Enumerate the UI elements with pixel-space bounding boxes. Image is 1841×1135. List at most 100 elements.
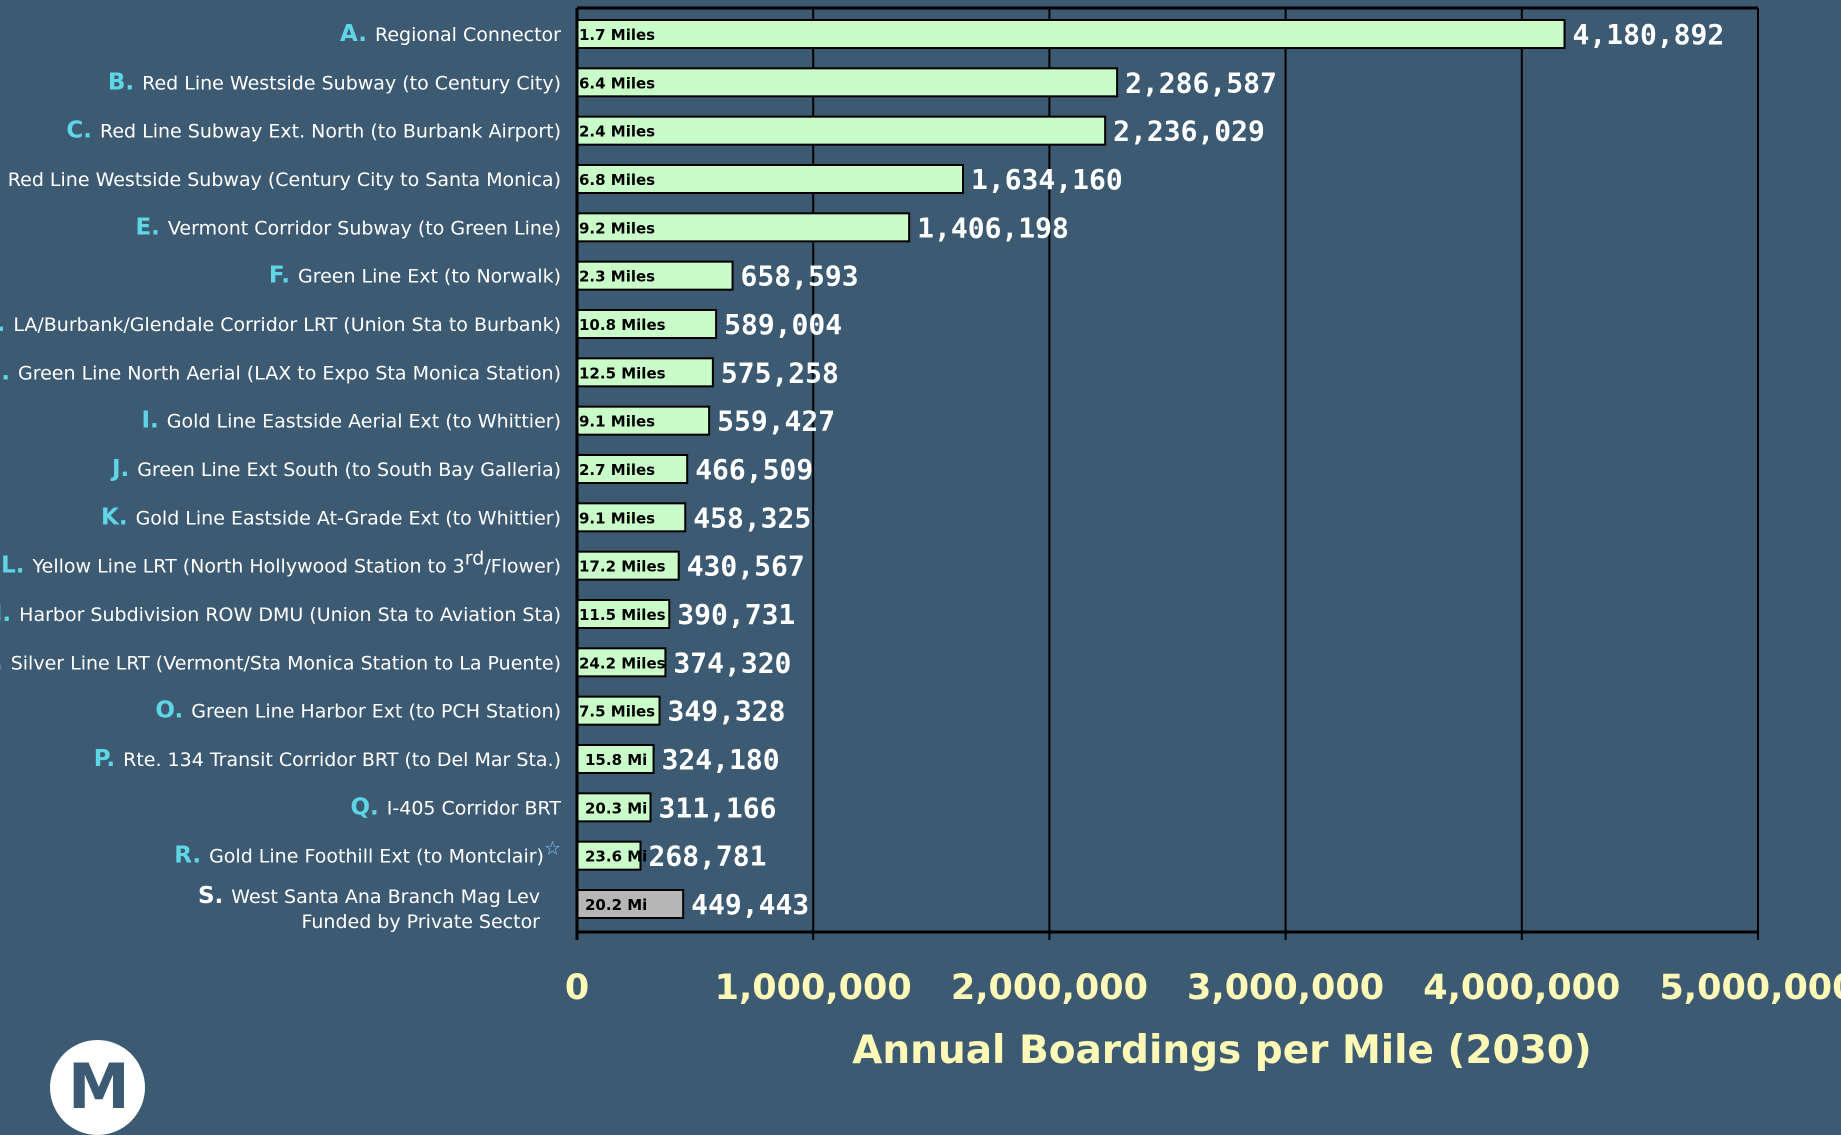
category-letter: P. <box>94 746 123 772</box>
bar-value-label: 4,180,892 <box>1573 18 1725 51</box>
bar <box>576 647 667 678</box>
category-label: M. Harbor Subdivision ROW DMU (Union Sta… <box>0 601 561 627</box>
bar <box>576 840 642 871</box>
x-tick-label: 1,000,000 <box>715 968 912 1008</box>
bar-value-label: 268,781 <box>648 840 766 873</box>
bar <box>576 115 1107 146</box>
bar-value-label: 449,443 <box>691 888 809 921</box>
bar <box>576 550 680 581</box>
bar-value-label: 466,509 <box>695 453 813 486</box>
category-labels: A. Regional Connector B. Red Line Westsid… <box>0 21 561 933</box>
bar <box>576 164 964 194</box>
bar <box>576 19 1566 49</box>
logo-letter: M <box>68 1050 130 1123</box>
x-tick-label: 5,000,000 <box>1659 968 1841 1008</box>
category-name-rest: /Flower) <box>484 556 561 578</box>
bar-value-label: 559,427 <box>717 405 835 438</box>
category-name: West Santa Ana Branch Mag Lev <box>231 886 540 908</box>
bar-value-label: 324,180 <box>662 743 780 776</box>
category-label: F. Green Line Ext (to Norwalk) <box>269 263 561 289</box>
category-name: Gold Line Foothill Ext (to Montclair) <box>209 846 544 868</box>
bar-length-label: 15.8 Mi <box>585 751 647 769</box>
bar-length-label: 2.7 Miles <box>579 461 655 479</box>
category-label: A. Regional Connector <box>340 21 561 47</box>
category-letter: R. <box>174 843 209 869</box>
category-label: K. Gold Line Eastside At-Grade Ext (to W… <box>101 504 561 530</box>
bar-length-label: 2.3 Miles <box>579 268 655 286</box>
category-letter: J. <box>110 456 137 482</box>
category-label: G. LA/Burbank/Glendale Corridor LRT (Uni… <box>0 311 561 337</box>
category-label: I. Gold Line Eastside Aerial Ext (to Whi… <box>141 408 561 434</box>
bar-value-label: 430,567 <box>687 550 805 583</box>
x-tick-label: 2,000,000 <box>951 968 1148 1008</box>
bar-value-label: 2,236,029 <box>1113 115 1265 148</box>
category-name: Green Line Harbor Ext (to PCH Station) <box>191 701 561 723</box>
bar <box>576 67 1119 98</box>
bars: 1.7 Miles 4,180,892 6.4 Miles 2,286,587 2.4 … <box>576 18 1725 921</box>
category-name: LA/Burbank/Glendale Corridor LRT (Union … <box>13 314 561 336</box>
x-tick-label: 3,000,000 <box>1187 968 1384 1008</box>
category-label: Q. I-405 Corridor BRT <box>350 794 561 820</box>
category-name: Vermont Corridor Subway (to Green Line) <box>168 217 561 239</box>
category-name: Regional Connector <box>375 24 561 46</box>
category-label: N. Silver Line LRT (Vermont/Sta Monica S… <box>0 649 561 675</box>
category-letter: G. <box>0 311 13 337</box>
bar-value-label: 1,634,160 <box>971 163 1123 196</box>
category-label: B. Red Line Westside Subway (to Century … <box>108 69 561 95</box>
bar-length-label: 20.2 Mi <box>585 896 647 914</box>
bar-length-label: 10.8 Miles <box>579 316 666 334</box>
category-letter: K. <box>101 504 136 530</box>
category-letter: I. <box>141 408 166 434</box>
category-letter: B. <box>108 69 142 95</box>
category-name: Red Line Subway Ext. North (to Burbank A… <box>100 121 561 143</box>
bar-length-label: 2.4 Miles <box>579 123 655 141</box>
category-letter: H. <box>0 359 18 385</box>
bar-value-label: 374,320 <box>673 646 791 679</box>
category-name: Harbor Subdivision ROW DMU (Union Sta to… <box>19 604 561 626</box>
category-name: Rte. 134 Transit Corridor BRT (to Del Ma… <box>123 749 561 771</box>
axes <box>575 6 1758 940</box>
x-axis-label: Annual Boardings per Mile (2030) <box>852 1028 1592 1073</box>
category-letter: A. <box>340 21 375 47</box>
bar-length-label: 1.7 Miles <box>579 26 655 44</box>
category-label: S. West Santa Ana Branch Mag Lev <box>198 883 540 909</box>
category-label: E. Vermont Corridor Subway (to Green Lin… <box>135 214 561 240</box>
category-label: H. Green Line North Aerial (LAX to Expo … <box>0 359 561 385</box>
bar-length-label: 7.5 Miles <box>579 703 655 721</box>
category-letter: N. <box>0 649 11 675</box>
bar-length-label: 9.2 Miles <box>579 219 655 237</box>
category-letter: C. <box>66 118 100 144</box>
category-name: Silver Line LRT (Vermont/Sta Monica Stat… <box>11 652 561 674</box>
bar-length-label: 9.1 Miles <box>579 509 655 527</box>
category-letter: Q. <box>350 794 386 820</box>
category-name: Yellow Line LRT (North Hollywood Station… <box>32 556 465 578</box>
category-label: O. Green Line Harbor Ext (to PCH Station… <box>155 698 561 724</box>
category-name-superscript: rd <box>465 548 485 570</box>
bar-length-label: 6.8 Miles <box>579 171 655 189</box>
bar-value-label: 658,593 <box>741 260 859 293</box>
category-letter: S. <box>198 883 231 909</box>
metro-logo-icon: M <box>50 1040 145 1135</box>
category-letter: D. <box>0 166 8 192</box>
bar <box>576 405 711 436</box>
category-name: Gold Line Eastside At-Grade Ext (to Whit… <box>136 507 561 529</box>
bar-value-label: 349,328 <box>668 695 786 728</box>
bar <box>576 599 671 629</box>
category-name: Gold Line Eastside Aerial Ext (to Whitti… <box>167 411 561 433</box>
bar-length-label: 12.5 Miles <box>579 364 666 382</box>
bar <box>576 502 687 533</box>
bar-length-label: 17.2 Miles <box>579 558 666 576</box>
category-label: R. Gold Line Foothill Ext (to Montclair)… <box>174 838 561 869</box>
category-label: D. Red Line Westside Subway (Century Cit… <box>0 166 561 192</box>
bar-length-label: 6.4 Miles <box>579 74 655 92</box>
bar-value-label: 390,731 <box>677 598 795 631</box>
category-label: C. Red Line Subway Ext. North (to Burban… <box>66 118 561 144</box>
category-name: Red Line Westside Subway (Century City t… <box>8 169 561 191</box>
star-icon: ☆ <box>544 838 561 860</box>
category-letter: O. <box>155 698 191 724</box>
bar-value-label: 458,325 <box>693 501 811 534</box>
category-label: L. Yellow Line LRT (North Hollywood Stat… <box>1 548 561 579</box>
x-tick-label: 0 <box>565 968 589 1008</box>
boardings-bar-chart: 1.7 Miles 4,180,892 6.4 Miles 2,286,587 2.4 … <box>0 6 1841 1073</box>
category-name: I-405 Corridor BRT <box>387 797 562 819</box>
